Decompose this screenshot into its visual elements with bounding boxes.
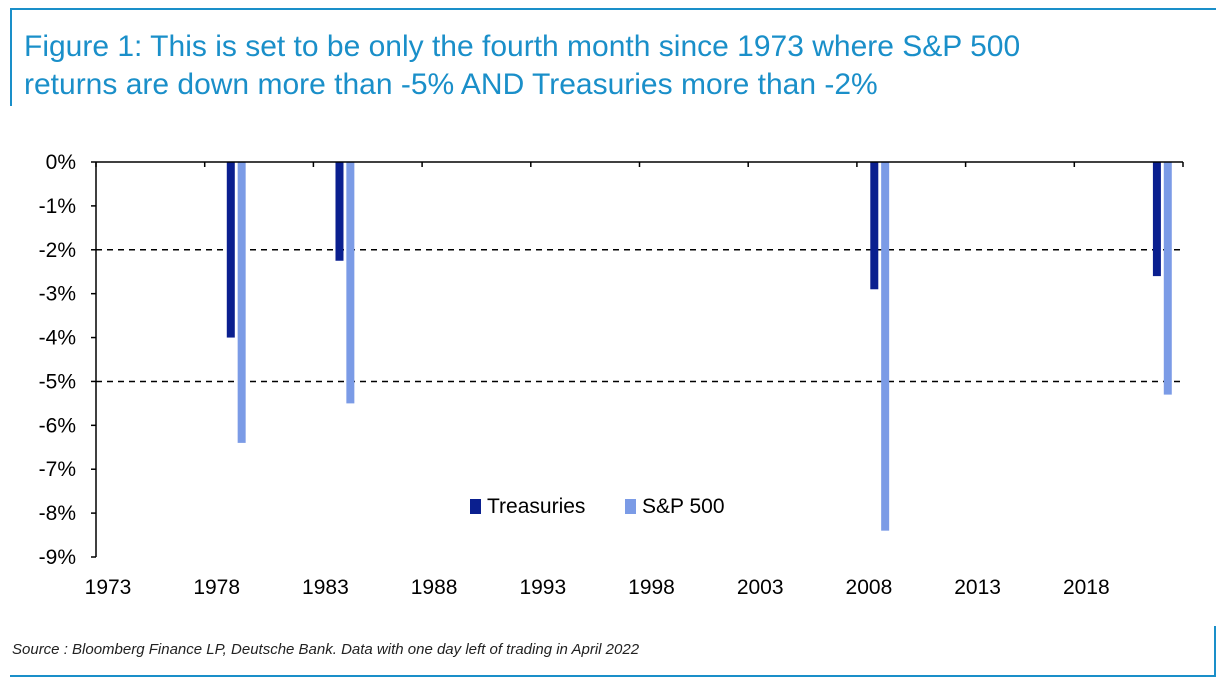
x-tick-label: 1978 — [193, 576, 240, 599]
x-tick-label: 1988 — [411, 576, 458, 599]
bar-sp500 — [1163, 162, 1172, 395]
x-tick-label: 2003 — [737, 576, 784, 599]
title-left-border — [10, 8, 12, 106]
bar-treasuries — [1152, 162, 1161, 277]
y-tick-label: -6% — [39, 414, 76, 437]
top-border — [10, 8, 1216, 10]
y-tick-label: -3% — [39, 283, 76, 306]
legend-label-treasuries: Treasuries — [487, 495, 585, 518]
figure-title-line-2: returns are down more than -5% AND Treas… — [24, 68, 878, 101]
y-tick-label: -2% — [39, 239, 76, 262]
figure-title-line-1: Figure 1: This is set to be only the fou… — [24, 30, 1021, 63]
bar-sp500 — [237, 162, 246, 443]
chart-grid — [96, 249, 1183, 383]
bottom-border — [10, 675, 1216, 677]
x-tick-label: 2008 — [846, 576, 893, 599]
y-tick-label: -1% — [39, 195, 76, 218]
x-tick-label: 2013 — [954, 576, 1001, 599]
y-tick-label: -4% — [39, 327, 76, 350]
bar-treasuries — [870, 162, 879, 290]
bar-sp500 — [346, 162, 355, 404]
source-note: Source : Bloomberg Finance LP, Deutsche … — [12, 641, 640, 658]
x-tick-label: 1983 — [302, 576, 349, 599]
legend-swatch-sp500 — [625, 499, 636, 514]
y-tick-label: -5% — [39, 370, 76, 393]
legend-label-sp500: S&P 500 — [642, 495, 725, 518]
y-tick-label: -7% — [39, 458, 76, 481]
x-tick-label: 2018 — [1063, 576, 1110, 599]
x-tick-label: 1993 — [519, 576, 566, 599]
chart-legend: Treasuries S&P 500 — [470, 495, 725, 518]
bar-sp500 — [881, 162, 890, 531]
y-tick-label: -9% — [39, 546, 76, 569]
y-tick-label: -8% — [39, 502, 76, 525]
bar-treasuries — [226, 162, 235, 338]
y-tick-label: 0% — [46, 151, 76, 174]
bottom-right-border — [1214, 626, 1216, 677]
legend-swatch-treasuries — [470, 499, 481, 514]
bar-treasuries — [335, 162, 344, 261]
chart-axes: 0% -1% -2% -3% -4% -5% -6% -7% -8% -9% 1973 1978 198… — [39, 151, 1184, 599]
chart-bars — [226, 162, 1172, 531]
x-tick-label: 1973 — [85, 576, 132, 599]
x-tick-label: 1998 — [628, 576, 675, 599]
figure-title: Figure 1: This is set to be only the fou… — [24, 28, 1204, 104]
